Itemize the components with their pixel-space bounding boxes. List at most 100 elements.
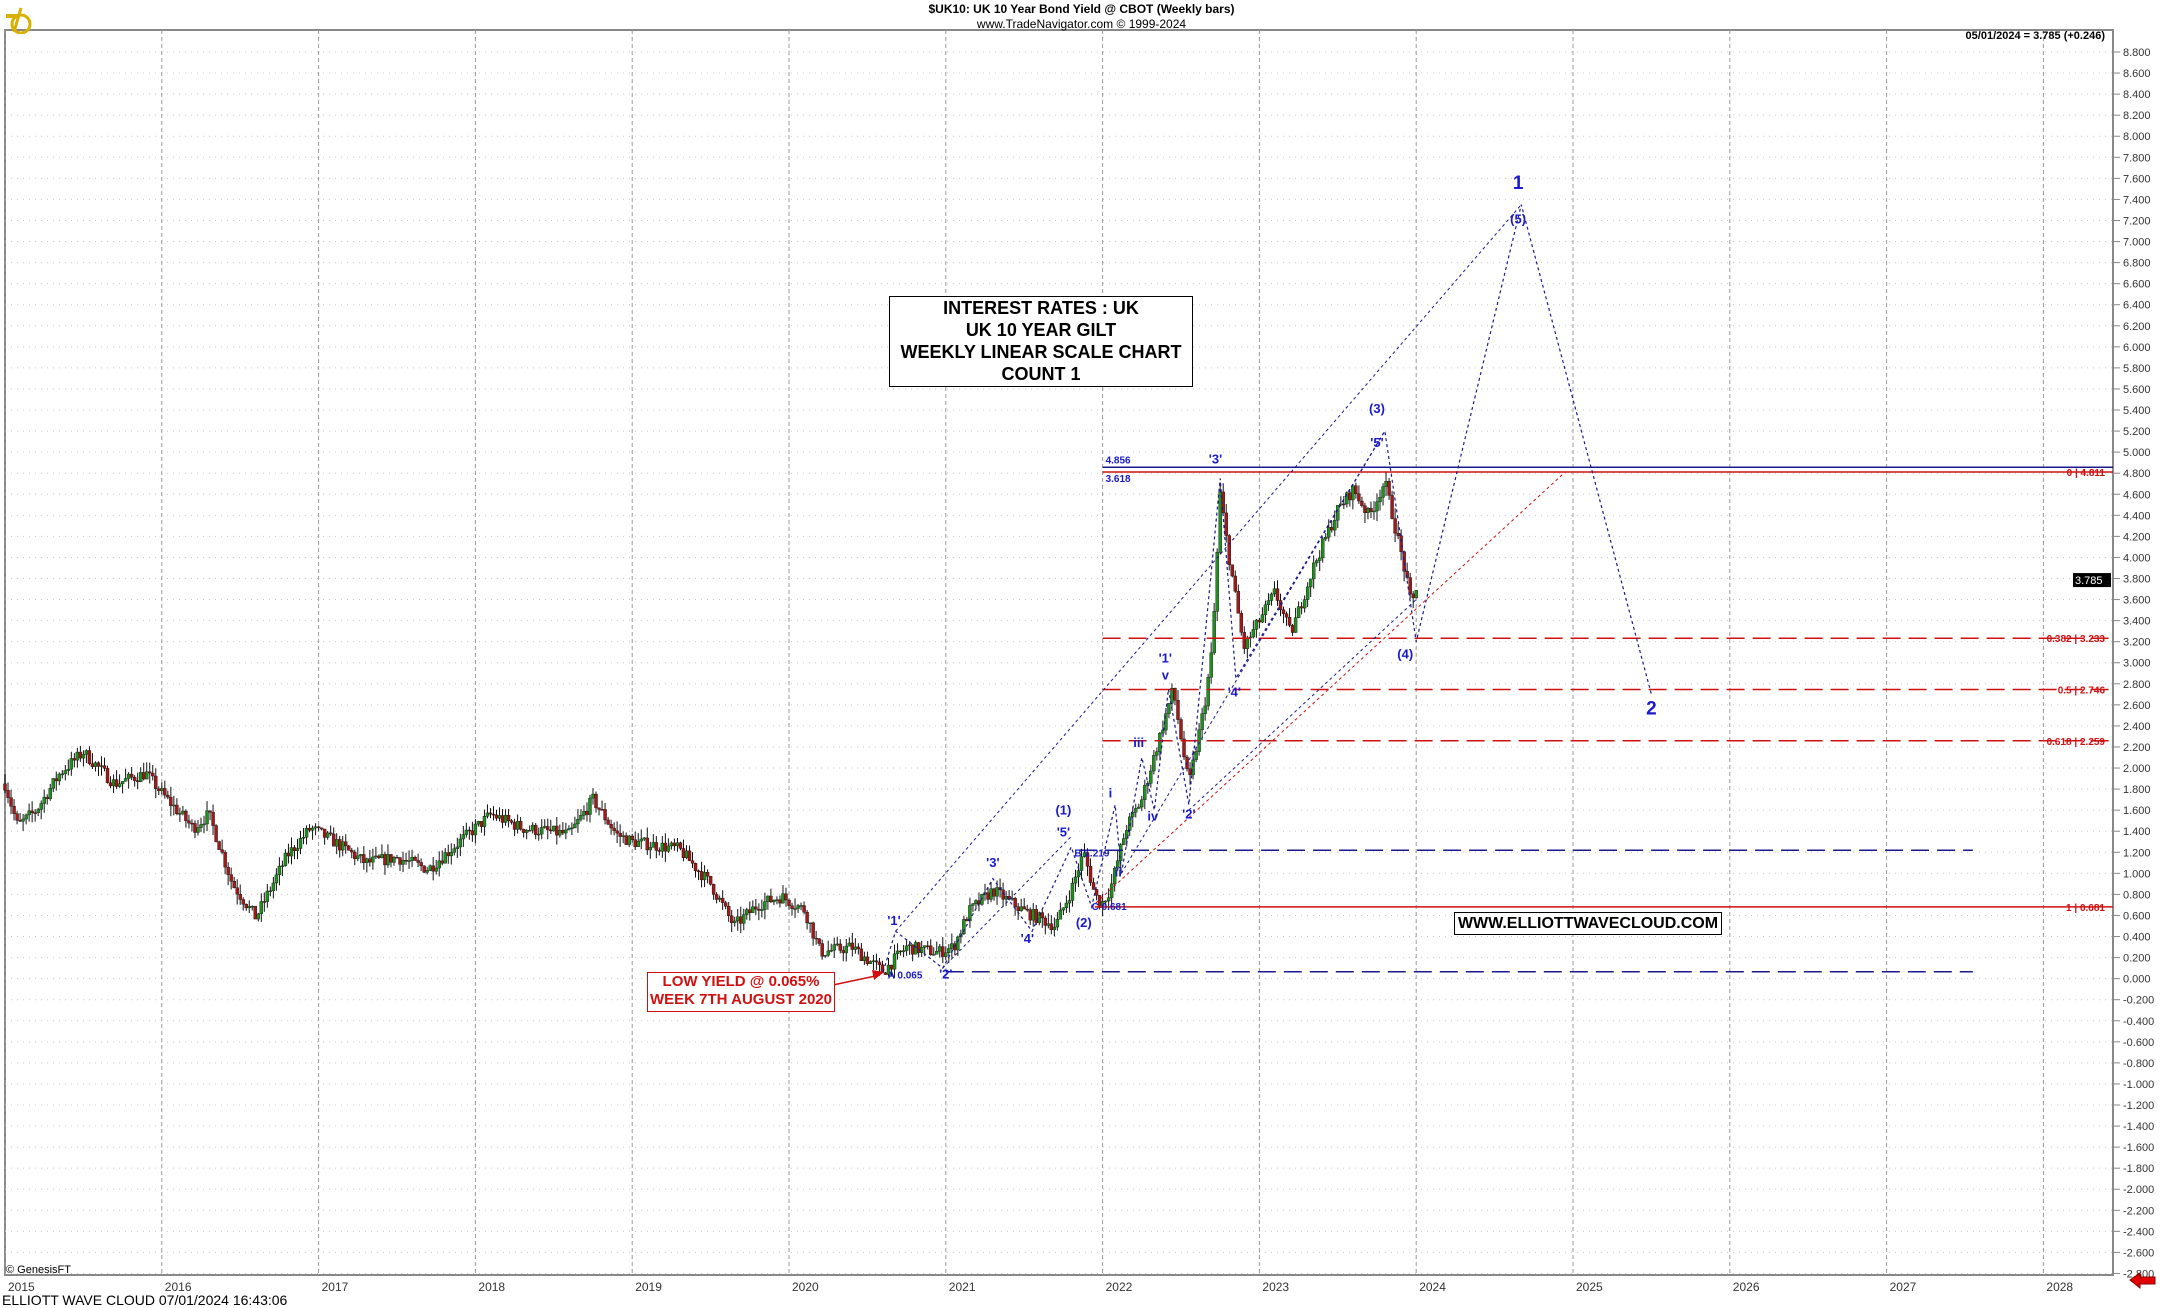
candle-body <box>1227 535 1231 565</box>
candle-body <box>1381 486 1385 498</box>
candle-body <box>1290 625 1295 633</box>
low-yield-arrow <box>832 974 881 986</box>
candle-body <box>253 905 257 920</box>
candle-body <box>705 872 710 877</box>
x-tick-label: 2020 <box>792 1280 819 1294</box>
candle-body <box>1236 590 1240 614</box>
candle-body <box>1284 613 1289 618</box>
candle-body <box>142 772 146 780</box>
wave-label: i <box>1109 786 1113 801</box>
wave-label: '5' <box>1370 435 1383 450</box>
candle-body <box>829 950 833 952</box>
candle-body <box>630 835 634 840</box>
candle-body <box>383 854 387 866</box>
channel-line <box>1091 471 1566 908</box>
candle-body <box>353 851 357 859</box>
candle-body <box>443 852 447 864</box>
candle-body <box>552 825 556 832</box>
candle-body <box>386 854 390 866</box>
x-tick-label: 2021 <box>949 1280 976 1294</box>
candle-body <box>169 796 173 806</box>
candle-body <box>1311 562 1316 580</box>
candle-body <box>850 942 855 950</box>
candle-body <box>645 837 649 851</box>
candle-body <box>392 857 396 863</box>
candle-body <box>509 820 514 823</box>
y-tick-label: 6.200 <box>2123 321 2151 333</box>
candle-body <box>847 942 852 947</box>
y-tick-label: -0.800 <box>2123 1058 2154 1070</box>
candle-body <box>588 797 592 815</box>
candle-body <box>1058 909 1063 920</box>
candle-body <box>1203 705 1207 714</box>
candle-body <box>941 946 945 957</box>
candle-body <box>425 870 429 873</box>
candle-body <box>99 765 104 767</box>
candle-body <box>1088 865 1093 883</box>
candle-body <box>916 942 921 953</box>
candle-body <box>1007 896 1011 899</box>
candle-body <box>892 953 897 970</box>
y-tick-label: 5.400 <box>2123 405 2151 417</box>
info-line: INTEREST RATES : UK <box>943 298 1139 318</box>
candle-body <box>1064 902 1069 909</box>
candle-body <box>1109 883 1114 898</box>
candle-body <box>184 810 188 821</box>
candle-body <box>1411 593 1415 599</box>
y-tick-label: 1.000 <box>2123 868 2151 880</box>
candle-body <box>359 854 363 857</box>
candle-body <box>223 852 227 868</box>
x-tick-label: 2025 <box>1576 1280 1603 1294</box>
y-tick-label: 0.200 <box>2123 953 2151 965</box>
candle-body <box>482 816 487 827</box>
candle-body <box>1327 527 1331 538</box>
y-tick-label: 3.200 <box>2123 637 2151 649</box>
candle-body <box>720 897 725 903</box>
candle-body <box>1324 536 1328 540</box>
candle-body <box>567 828 571 831</box>
candle-body <box>1209 652 1213 678</box>
candle-body <box>54 778 58 782</box>
last-value-marker <box>2073 573 2111 588</box>
y-tick-label: 4.200 <box>2123 531 2151 543</box>
candle-body <box>1052 926 1057 930</box>
candle-body <box>1118 844 1123 861</box>
candle-body <box>793 908 797 910</box>
candle-body <box>503 814 508 823</box>
candle-body <box>214 825 218 842</box>
candle-body <box>96 762 101 767</box>
candle-body <box>910 944 915 955</box>
candle-body <box>730 915 734 924</box>
candle-body <box>310 827 315 831</box>
y-tick-label: -2.200 <box>2123 1205 2154 1217</box>
candle-body <box>1176 700 1180 720</box>
candle-body <box>473 823 478 836</box>
candle-body <box>1179 719 1183 740</box>
scroll-left-arrow-icon[interactable] <box>2129 1272 2156 1290</box>
y-tick-label: 3.800 <box>2123 574 2151 586</box>
candle-body <box>401 859 405 865</box>
candle-body <box>669 842 674 847</box>
candle-body <box>196 827 200 833</box>
candle-body <box>606 819 610 825</box>
wave-label: (5) <box>1510 212 1526 227</box>
candle-body <box>18 820 22 822</box>
candle-body <box>51 778 55 789</box>
x-tick-label: 2018 <box>478 1280 505 1294</box>
y-tick-label: 1.800 <box>2123 784 2151 796</box>
candle-body <box>518 821 523 830</box>
candle-body <box>1061 907 1066 911</box>
y-tick-label: -2.000 <box>2123 1184 2154 1196</box>
candle-body <box>347 845 351 851</box>
candle-body <box>775 899 779 901</box>
candle-body <box>965 919 969 922</box>
candle-body <box>1296 606 1301 618</box>
y-tick-label: 8.000 <box>2123 131 2151 143</box>
candle-body <box>1348 492 1352 501</box>
candle-body <box>262 901 267 903</box>
candle-body <box>989 888 993 900</box>
y-tick-label: 8.800 <box>2123 47 2151 59</box>
y-tick-label: 4.800 <box>2123 468 2151 480</box>
candle-body <box>485 812 490 817</box>
candle-body <box>1369 508 1373 512</box>
